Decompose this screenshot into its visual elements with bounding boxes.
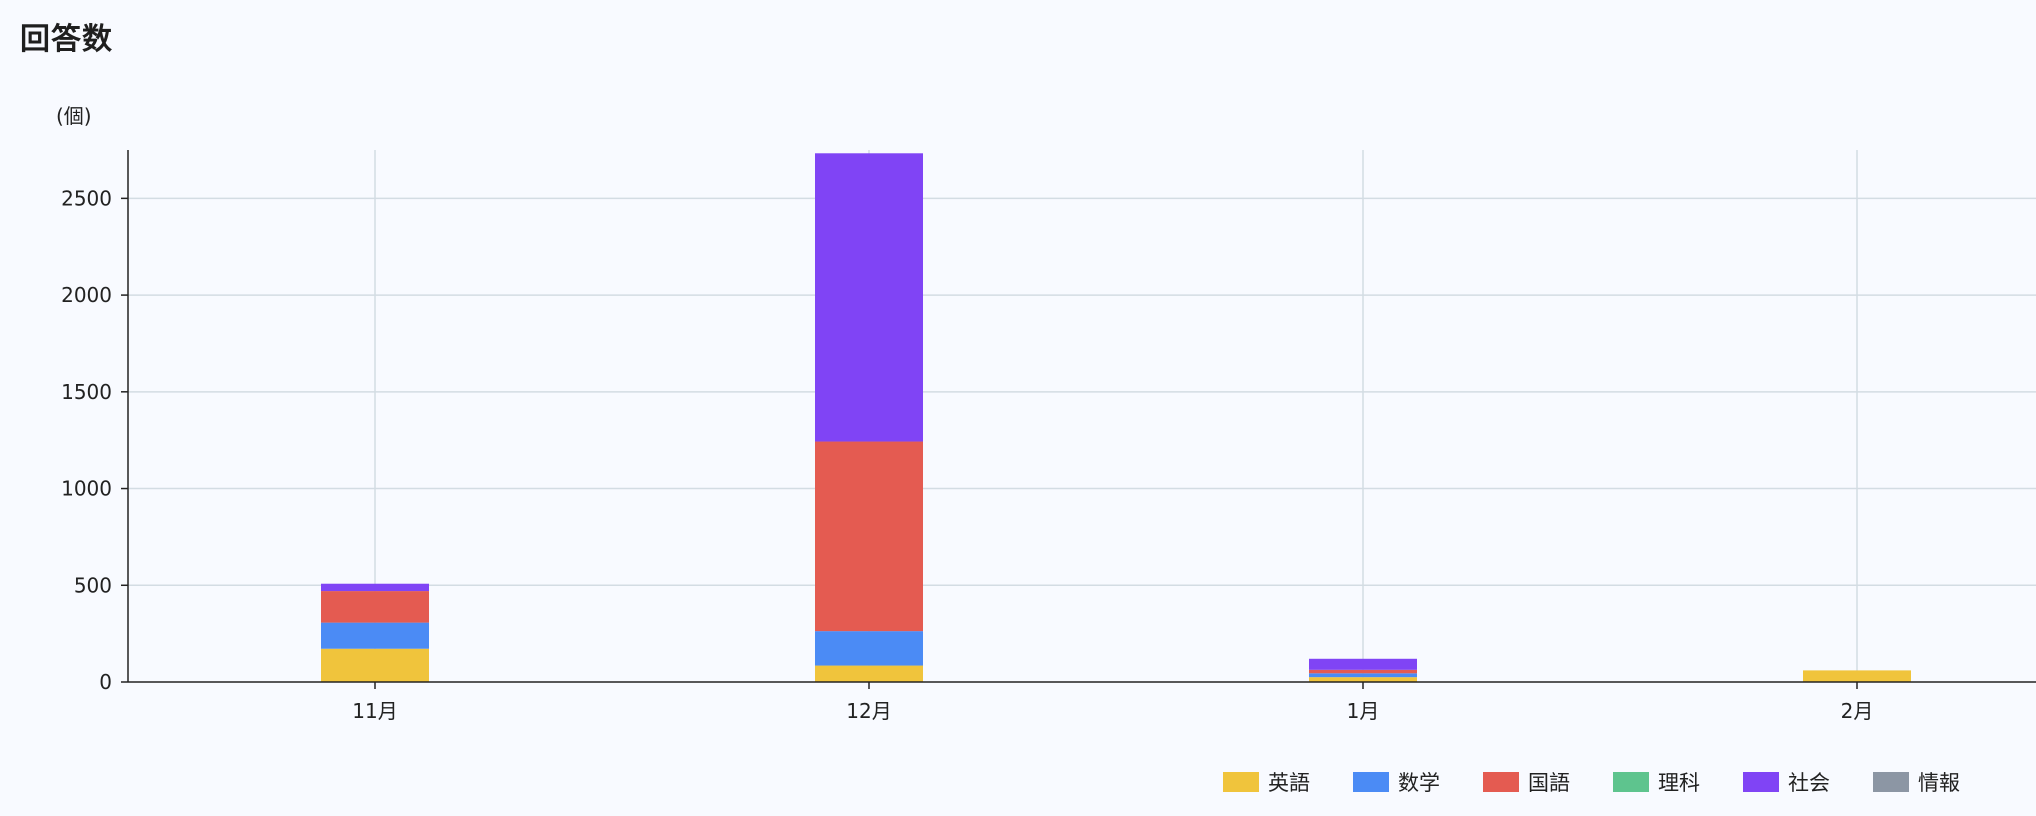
y-tick-label: 0 xyxy=(99,670,112,694)
legend-swatch[interactable] xyxy=(1483,772,1519,792)
legend-swatch[interactable] xyxy=(1743,772,1779,792)
y-tick-label: 1500 xyxy=(61,380,112,404)
bar-segment[interactable] xyxy=(815,665,923,682)
bar-segment[interactable] xyxy=(1309,658,1417,670)
legend-label[interactable]: 国語 xyxy=(1528,771,1570,795)
bar-segment[interactable] xyxy=(321,622,429,649)
y-tick-label: 1000 xyxy=(61,477,112,501)
legend-label[interactable]: 数学 xyxy=(1398,771,1440,795)
bar-segment[interactable] xyxy=(1309,669,1417,674)
legend-swatch[interactable] xyxy=(1613,772,1649,792)
legend-swatch[interactable] xyxy=(1223,772,1259,792)
y-tick-label: 2500 xyxy=(61,186,112,210)
x-tick-label: 1月 xyxy=(1347,699,1380,723)
bar-segment[interactable] xyxy=(1803,670,1911,682)
bar-segment[interactable] xyxy=(1309,677,1417,682)
bar-segment[interactable] xyxy=(321,648,429,682)
legend-swatch[interactable] xyxy=(1873,772,1909,792)
bar-segment[interactable] xyxy=(1309,673,1417,678)
bar-segment[interactable] xyxy=(815,441,923,632)
bar-segment[interactable] xyxy=(321,591,429,623)
bar-segment[interactable] xyxy=(815,631,923,666)
x-tick-label: 12月 xyxy=(846,699,891,723)
y-tick-label: 500 xyxy=(74,573,112,597)
page-title: 回答数 xyxy=(20,22,113,57)
bar-segment[interactable] xyxy=(815,153,923,442)
y-tick-label: 2000 xyxy=(61,283,112,307)
legend-label[interactable]: 情報 xyxy=(1918,771,1960,795)
legend-swatch[interactable] xyxy=(1353,772,1389,792)
legend-label[interactable]: 理科 xyxy=(1658,771,1700,795)
legend-label[interactable]: 社会 xyxy=(1788,771,1830,795)
bar-segment[interactable] xyxy=(321,583,429,592)
x-tick-label: 2月 xyxy=(1841,699,1874,723)
x-tick-label: 11月 xyxy=(352,699,397,723)
legend-label[interactable]: 英語 xyxy=(1268,771,1310,795)
y-axis-unit-label: (個) xyxy=(56,104,92,128)
